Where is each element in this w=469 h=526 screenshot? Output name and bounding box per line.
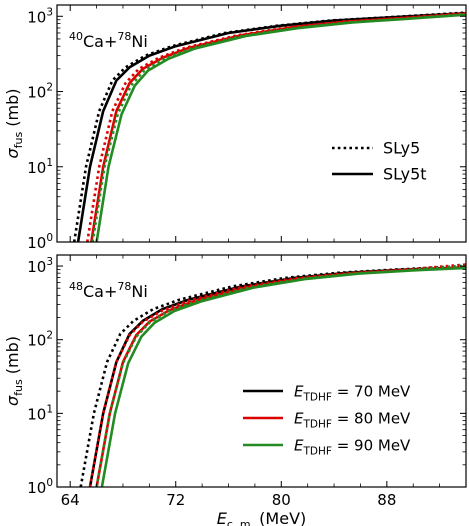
series-group xyxy=(79,263,466,487)
legend-label: ETDHF = 90 MeV xyxy=(294,437,411,458)
series-line-1 xyxy=(76,11,466,242)
series-line-5 xyxy=(95,13,466,242)
y-tick-label: 101 xyxy=(27,403,53,423)
x-tick-label: 80 xyxy=(272,491,291,509)
y-tick-label: 100 xyxy=(27,477,53,497)
y-tick-label: 103 xyxy=(27,256,53,276)
axes-frame xyxy=(56,254,467,488)
series-group xyxy=(72,11,466,242)
y-tick-label: 103 xyxy=(27,6,53,26)
axes-frame xyxy=(56,4,467,243)
x-axis-label: Ec. m. (MeV) xyxy=(217,509,307,526)
y-tick-label: 102 xyxy=(27,330,53,350)
series-line-2 xyxy=(72,11,466,242)
series-line-6 xyxy=(91,12,466,242)
legend-label: ETDHF = 80 MeV xyxy=(294,410,411,431)
x-tick-label: 64 xyxy=(61,491,80,509)
panel-bottom: 100 101 102 103 64 72 80 88 σfus (mb) Ec. m. (MeV… xyxy=(3,254,467,526)
y-tick-label: 100 xyxy=(27,232,53,252)
reaction-annotation: 48Ca+78Ni xyxy=(69,280,148,301)
x-tick-label: 72 xyxy=(166,491,185,509)
legend: SLy5 SLy5t xyxy=(332,139,427,184)
x-tick-label: 88 xyxy=(377,491,396,509)
legend-label: SLy5 xyxy=(383,139,420,158)
legend-label: ETDHF = 70 MeV xyxy=(294,383,411,404)
legend-label: SLy5t xyxy=(383,165,427,184)
y-tick-label: 101 xyxy=(27,157,53,177)
series-line-3 xyxy=(95,266,466,487)
panel-top: 100 101 102 103 σfus (mb) 40Ca+78Ni SLy5 SLy5t xyxy=(3,4,467,252)
y-axis-label: σfus (mb) xyxy=(3,336,25,406)
y-axis-label: σfus (mb) xyxy=(3,88,25,158)
legend: ETDHF = 70 MeV ETDHF = 80 MeV ETDHF = 90 M… xyxy=(243,383,411,458)
series-line-4 xyxy=(86,11,466,242)
reaction-annotation: 40Ca+78Ni xyxy=(69,30,148,51)
series-line-5 xyxy=(100,266,466,487)
series-line-6 xyxy=(95,264,466,487)
y-tick-label: 102 xyxy=(27,82,53,102)
